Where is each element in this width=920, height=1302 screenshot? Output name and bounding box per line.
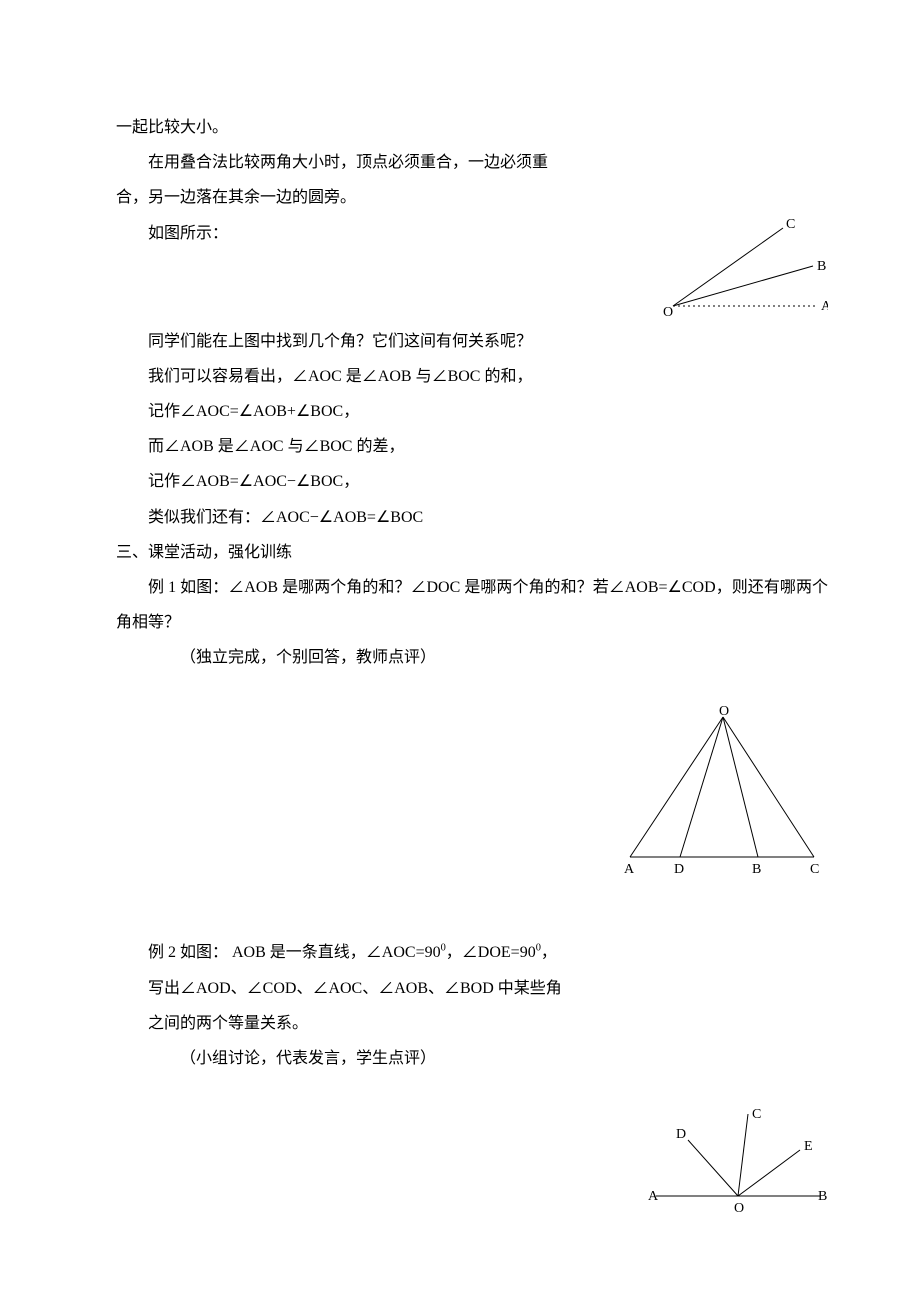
- example-1-note: （独立完成，个别回答，教师点评）: [116, 640, 828, 675]
- paragraph: 合，另一边落在其余一边的圆旁。: [116, 180, 828, 215]
- paragraph: 在用叠合法比较两角大小时，顶点必须重合，一边必须重: [116, 145, 828, 180]
- svg-text:B: B: [818, 1189, 827, 1204]
- svg-text:C: C: [810, 862, 819, 875]
- svg-text:A: A: [624, 862, 635, 875]
- svg-text:C: C: [752, 1107, 761, 1122]
- paragraph: 一起比较大小。: [116, 110, 828, 145]
- svg-text:A: A: [821, 299, 828, 314]
- svg-text:D: D: [676, 1127, 686, 1142]
- paragraph: 同学们能在上图中找到几个角？它们这间有何关系呢？: [116, 324, 828, 359]
- example-1: 例 1 如图：∠AOB 是哪两个角的和？∠DOC 是哪两个角的和？若∠AOB=∠…: [116, 570, 828, 640]
- paragraph: 而∠AOB 是∠AOC 与∠BOC 的差，: [116, 429, 828, 464]
- svg-text:C: C: [786, 217, 795, 232]
- svg-text:O: O: [719, 705, 729, 719]
- text: 例 2 如图： AOB 是一条直线，∠AOC=90: [148, 944, 441, 961]
- document-page: 一起比较大小。 在用叠合法比较两角大小时，顶点必须重合，一边必须重 合，另一边落…: [0, 0, 920, 1302]
- figure-line-rays: O A B C D E: [648, 1106, 828, 1216]
- example-2-line3: 之间的两个等量关系。: [116, 1006, 828, 1041]
- text: ，∠DOE=90: [446, 944, 536, 961]
- svg-text:D: D: [674, 862, 684, 875]
- svg-text:O: O: [663, 305, 673, 316]
- paragraph: 记作∠AOB=∠AOC−∠BOC，: [116, 464, 828, 499]
- svg-text:B: B: [752, 862, 761, 875]
- example-2-note: （小组讨论，代表发言，学生点评）: [116, 1041, 828, 1076]
- paragraph: 我们可以容易看出，∠AOC 是∠AOB 与∠BOC 的和，: [116, 359, 828, 394]
- svg-text:E: E: [804, 1139, 813, 1154]
- section-heading: 三、课堂活动，强化训练: [116, 535, 828, 570]
- example-2-line2: 写出∠AOD、∠COD、∠AOC、∠AOB、∠BOD 中某些角: [116, 971, 828, 1006]
- paragraph: 记作∠AOC=∠AOB+∠BOC，: [116, 394, 828, 429]
- svg-text:O: O: [734, 1201, 744, 1216]
- figure-angle-aoc: O A B C: [663, 216, 828, 316]
- svg-text:B: B: [817, 259, 826, 274]
- svg-text:A: A: [648, 1189, 659, 1204]
- figure-triangle-fan: O A D B C: [618, 705, 828, 875]
- text: ，: [541, 944, 557, 961]
- example-2-line1: 例 2 如图： AOB 是一条直线，∠AOC=900，∠DOE=900，: [116, 935, 828, 970]
- paragraph: 类似我们还有：∠AOC−∠AOB=∠BOC: [116, 500, 828, 535]
